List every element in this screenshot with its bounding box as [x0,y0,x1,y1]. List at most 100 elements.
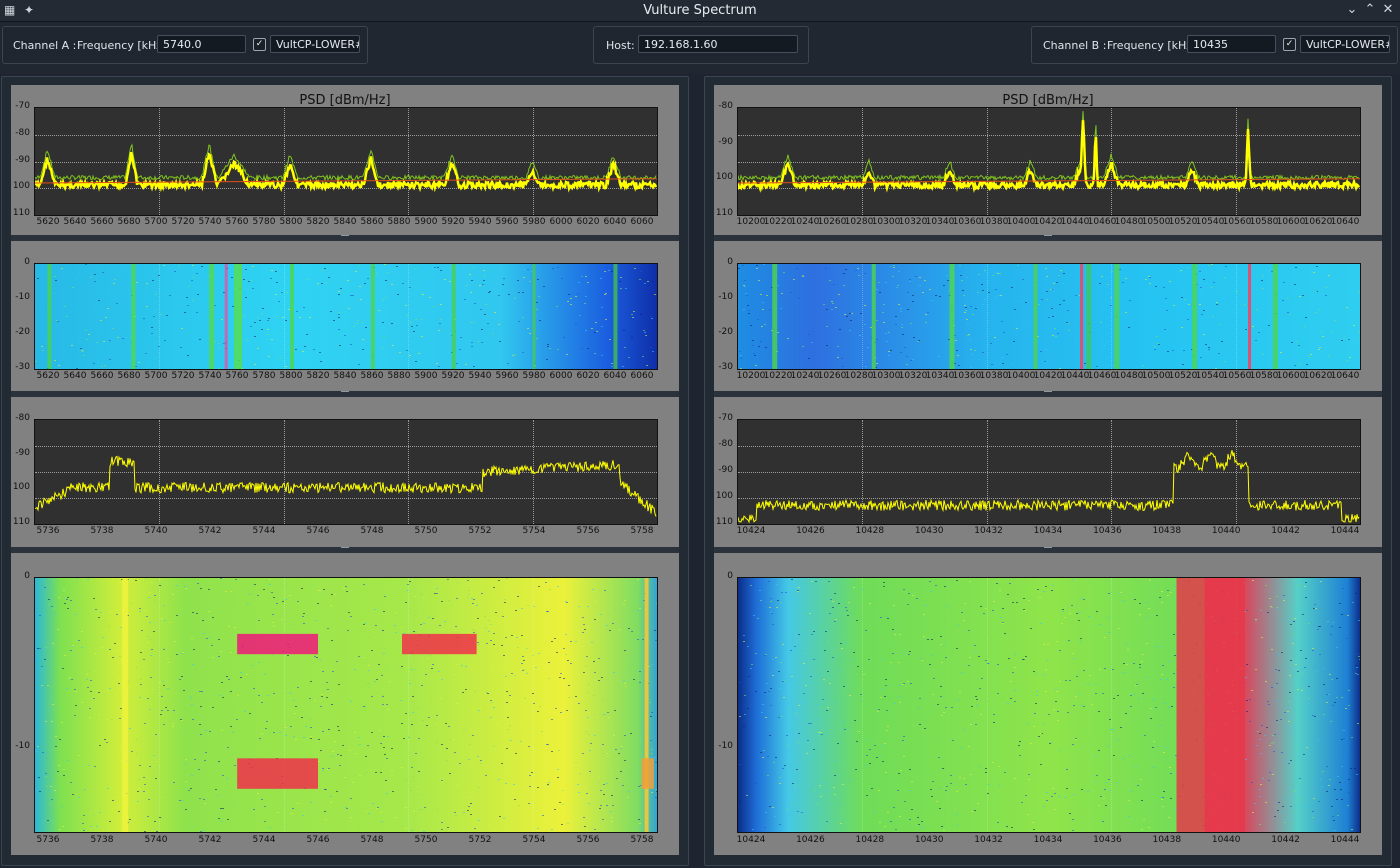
left-psd-ytick: -90 [15,154,30,165]
right-waterfall-xtick: 10480 [1114,371,1144,381]
right-splitter-handle[interactable] [1044,547,1052,548]
right-psd-xtick: 10240 [790,217,820,227]
left-zoom-psd-trace [35,455,657,517]
left-waterfall-xtick: 5680 [117,371,141,381]
left-waterfall-xtick: 5860 [360,371,384,381]
right-psd-xtick: 10520 [1168,217,1198,227]
right-zoom-psd-grid-line [738,498,1360,499]
left-psd-xtick: 5940 [468,217,492,227]
right-waterfall-ytick: -10 [718,292,733,302]
right-splitter-handle[interactable] [1044,391,1052,392]
pin-icon[interactable]: ✦ [24,3,35,17]
right-zoom-psd-xtick: 10426 [796,526,825,536]
right-psd-xtick: 10340 [925,217,955,227]
left-zoom-wf-waterfall-area [34,577,658,833]
right-zoom-waterfall-xtick: 10432 [974,835,1003,845]
left-splitter[interactable] [11,235,679,241]
right-zoom-waterfall-xtick: 10424 [736,835,766,845]
left-waterfall-xtick: 6020 [576,371,600,381]
left-waterfall-xtick: 5900 [414,371,438,381]
right-zoom-waterfall-ytick: -10 [718,741,733,751]
right-splitter-handle[interactable] [1044,235,1052,236]
right-psd-grid-line [738,134,1360,136]
left-psd-xtick: 6000 [549,217,573,227]
left-psd-panel: PSD [dBm/Hz] -70 -80 -90 100 110 5620 5640 5660 5… [11,85,679,235]
right-zoom-wf-grid-line [986,578,988,832]
right-zoom-psd-psd-line [738,450,1360,524]
right-psd-xtick: 10400 [1006,217,1036,227]
right-psd-xtick: 10560 [1222,217,1252,227]
right-psd-xtick: 10580 [1249,217,1279,227]
left-waterfall-xtick: 5720 [171,371,195,381]
host-group: Host: 192.168.1.60 [593,26,809,64]
channel-b-device-select[interactable]: VultCP-LOWER#01 [1300,35,1390,53]
channel-b-frequency-input[interactable]: 10435 [1187,35,1276,53]
left-zoom-psd-xtick: 5740 [144,526,168,536]
left-waterfall-xtick: 6040 [603,371,627,381]
left-zoom-psd-plot-area [34,419,658,525]
left-zoom-psd-ytick: -90 [15,447,30,458]
title-bar: ▦ ✦ Vulture Spectrum ⌄ ⌃ ✕ [0,0,1400,22]
channel-a-device-select[interactable]: VultCP-LOWER#30 [270,35,360,53]
right-psd-xtick: 10420 [1033,217,1063,227]
channel-a-group: Channel A : Frequency [kHz]: 5740.0 ✓ Vu… [2,26,368,64]
left-splitter[interactable] [11,391,679,397]
left-zoom-wf-waterfall-image [35,578,657,832]
right-zoom-psd-plot-area [737,419,1361,525]
channel-a-frequency-input[interactable]: 5740.0 [157,35,246,53]
right-psd-xtick: 10440 [1060,217,1090,227]
right-waterfall-xtick: 10440 [1060,371,1090,381]
close-icon[interactable]: ✕ [1382,2,1394,17]
left-waterfall-xtick: 5780 [252,371,276,381]
left-psd-ytick: 110 [12,208,30,218]
left-splitter-handle[interactable] [341,391,349,392]
left-splitter[interactable] [11,547,679,553]
left-psd-xtick: 6020 [576,217,600,227]
right-waterfall-ytick: 0 [727,257,733,267]
channel-a-column: PSD [dBm/Hz] -70 -80 -90 100 110 5620 5640 5660 5… [1,76,689,866]
right-wf-grid-line [986,264,988,369]
right-waterfall-xtick: 10420 [1033,371,1063,381]
left-splitter-handle[interactable] [341,235,349,236]
maximize-icon[interactable]: ⌃ [1364,2,1376,17]
right-psd-xtick: 10500 [1141,217,1171,227]
right-zoom-wf-waterfall-image [739,578,1360,832]
right-waterfall-xtick: 10300 [871,371,901,381]
left-wf-grid-line [408,264,410,369]
minimize-icon[interactable]: ⌄ [1346,2,1358,17]
right-splitter[interactable] [714,391,1382,397]
channel-a-checkbox[interactable]: ✓ [253,38,266,51]
left-wf-grid-line [283,264,285,369]
left-psd-trace [35,143,657,193]
left-psd-ytick: -70 [15,101,30,111]
right-zoom-wf-grid-line [1111,578,1113,832]
right-splitter[interactable] [714,235,1382,241]
left-zoom-psd-xtick: 5746 [306,526,330,536]
left-zoom-psd-grid-line [35,446,657,447]
right-waterfall-xtick: 10580 [1249,371,1279,381]
left-waterfall-xtick: 5920 [441,371,465,381]
left-waterfall-xtick: 6000 [549,371,573,381]
left-zoom-waterfall-ytick: -10 [15,741,30,751]
right-psd-xtick: 10380 [979,217,1009,227]
left-psd-xtick: 5860 [360,217,384,227]
right-psd-xtick: 10600 [1276,217,1306,227]
right-zoom-waterfall-xtick: 10434 [1033,835,1063,845]
right-psd-xtick: 10360 [952,217,982,227]
left-waterfall-xtick: 5820 [306,371,330,381]
channel-b-frequency-label: Frequency [kHz]: [1107,39,1201,52]
right-splitter[interactable] [714,547,1382,553]
left-waterfall-ytick: -10 [15,292,30,302]
right-psd-ytick: -80 [718,101,733,111]
left-zoom-waterfall-xtick: 5748 [360,835,384,845]
left-splitter-handle[interactable] [341,547,349,548]
left-psd-title: PSD [dBm/Hz] [299,93,391,108]
right-zoom-wf-waterfall-area [737,577,1361,833]
left-psd-xtick: 5640 [63,217,87,227]
left-psd-grid-line [35,161,657,163]
channel-b-checkbox[interactable]: ✓ [1283,38,1296,51]
left-zoom-waterfall-xtick: 5738 [90,835,114,845]
left-zoom-waterfall-xtick: 5750 [414,835,438,845]
host-input[interactable]: 192.168.1.60 [638,35,798,53]
left-zoom-psd-ytick: 110 [12,517,30,527]
